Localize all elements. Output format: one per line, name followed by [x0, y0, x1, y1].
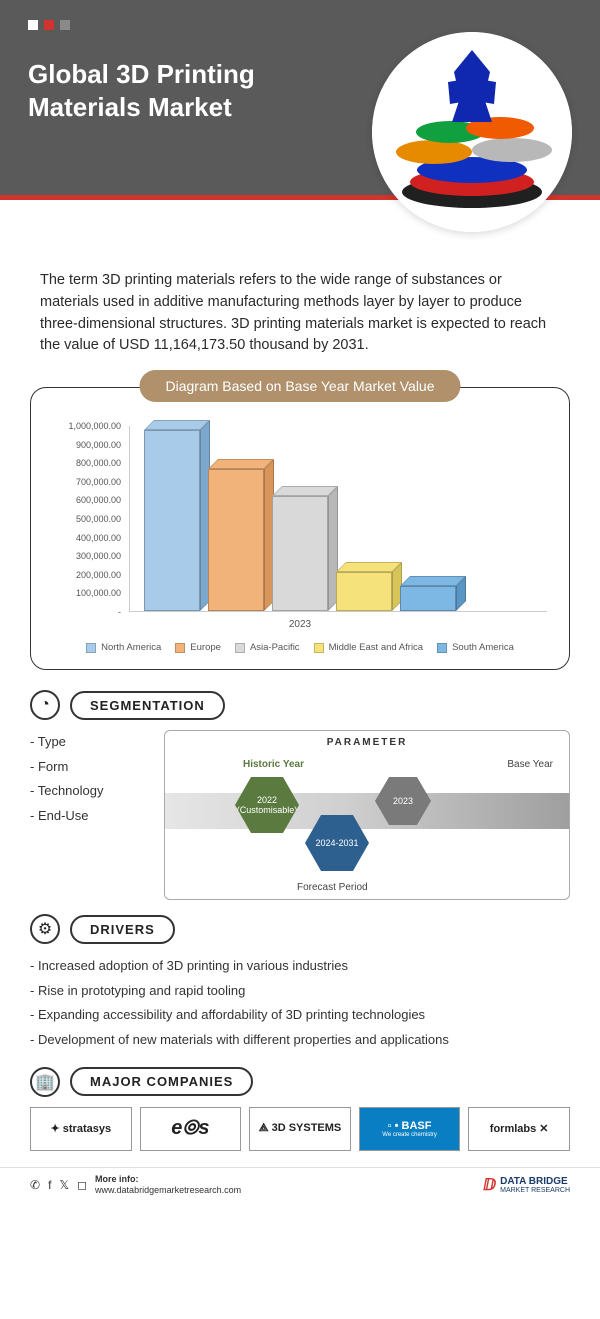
decor-dots [28, 20, 572, 30]
segmentation-section: ◔ SEGMENTATION TypeFormTechnologyEnd-Use… [30, 690, 570, 900]
more-info-label: More info: [95, 1174, 241, 1185]
parameter-historic-label: Historic Year [243, 759, 304, 770]
parameter-band [165, 793, 569, 829]
footer: ✆ f 𝕏 ◻ More info: www.databridgemarketr… [0, 1167, 600, 1214]
legend-label: North America [101, 642, 161, 653]
brand-mark-icon: ⅅ [483, 1175, 496, 1195]
drivers-list: Increased adoption of 3D printing in var… [30, 954, 570, 1053]
chart-y-tick: 100,000.00 [76, 588, 121, 598]
company-logo: formlabs ✕ [468, 1107, 570, 1151]
legend-swatch [86, 643, 96, 653]
legend-swatch [175, 643, 185, 653]
footer-left: ✆ f 𝕏 ◻ More info: www.databridgemarketr… [30, 1174, 241, 1196]
chart-plot [129, 426, 547, 612]
legend-label: South America [452, 642, 514, 653]
chart-y-tick: 600,000.00 [76, 495, 121, 505]
drivers-item: Development of new materials with differ… [30, 1028, 570, 1053]
twitter-icon[interactable]: 𝕏 [59, 1178, 69, 1192]
legend-label: Europe [190, 642, 221, 653]
company-logo: e⦾s [140, 1107, 242, 1151]
intro-paragraph: The term 3D printing materials refers to… [0, 200, 600, 377]
chart-y-tick: 300,000.00 [76, 551, 121, 561]
facebook-icon[interactable]: f [48, 1178, 51, 1192]
companies-badge: MAJOR COMPANIES [70, 1067, 253, 1096]
company-logo: ▫ • BASFWe create chemistry [359, 1107, 461, 1151]
header-banner: Global 3D Printing Materials Market [0, 0, 600, 195]
chart-legend-item: South America [437, 642, 514, 653]
drivers-item: Rise in prototyping and rapid tooling [30, 979, 570, 1004]
dot [28, 20, 38, 30]
legend-swatch [437, 643, 447, 653]
chart-y-tick: 400,000.00 [76, 533, 121, 543]
legend-swatch [314, 643, 324, 653]
segmentation-item: Type [30, 730, 150, 755]
legend-label: Asia-Pacific [250, 642, 300, 653]
segmentation-list: TypeFormTechnologyEnd-Use [30, 730, 150, 900]
company-logo: ⟁ 3D SYSTEMS [249, 1107, 351, 1151]
hero-image [372, 32, 572, 232]
chart-y-tick: - [118, 607, 121, 617]
instagram-icon[interactable]: ◻ [77, 1178, 87, 1192]
chart-legend-item: Asia-Pacific [235, 642, 300, 653]
legend-label: Middle East and Africa [329, 642, 424, 653]
chart-legend-item: Europe [175, 642, 221, 653]
chart-y-tick: 500,000.00 [76, 514, 121, 524]
drivers-item: Increased adoption of 3D printing in var… [30, 954, 570, 979]
segmentation-item: End-Use [30, 804, 150, 829]
chart-legend: North America Europe Asia-Pacific Middle Ea… [47, 642, 553, 653]
brand-name: DATA BRIDGE [500, 1176, 570, 1187]
chart-legend-item: North America [86, 642, 161, 653]
whatsapp-icon[interactable]: ✆ [30, 1178, 40, 1192]
legend-swatch [235, 643, 245, 653]
drivers-item: Expanding accessibility and affordabilit… [30, 1003, 570, 1028]
brand-logo: ⅅ DATA BRIDGE MARKET RESEARCH [483, 1175, 570, 1195]
chart-y-tick: 700,000.00 [76, 477, 121, 487]
chart-x-label: 2023 [289, 619, 311, 630]
parameter-diagram: PARAMETER Historic Year Base Year Foreca… [164, 730, 570, 900]
brand-sub: MARKET RESEARCH [500, 1187, 570, 1194]
dot [44, 20, 54, 30]
company-logo: ✦ stratasys [30, 1107, 132, 1151]
drivers-section: ⚙ DRIVERS Increased adoption of 3D print… [30, 914, 570, 1053]
chart-y-tick: 800,000.00 [76, 458, 121, 468]
more-info-url: www.databridgemarketresearch.com [95, 1185, 241, 1195]
dot [60, 20, 70, 30]
chart-y-tick: 900,000.00 [76, 440, 121, 450]
segmentation-item: Technology [30, 779, 150, 804]
page-title: Global 3D Printing Materials Market [28, 58, 318, 123]
companies-icon: 🏢 [30, 1067, 60, 1097]
segmentation-item: Form [30, 755, 150, 780]
companies-section: 🏢 MAJOR COMPANIES [30, 1067, 570, 1097]
parameter-base-label: Base Year [507, 759, 553, 770]
companies-row: ✦ stratasyse⦾s⟁ 3D SYSTEMS▫ • BASFWe cre… [30, 1107, 570, 1151]
segmentation-icon: ◔ [30, 690, 60, 720]
chart-legend-item: Middle East and Africa [314, 642, 424, 653]
chart-card: Diagram Based on Base Year Market Value … [30, 387, 570, 670]
chart-title: Diagram Based on Base Year Market Value [139, 370, 460, 402]
chart-area: - 100,000.00 200,000.00 300,000.00 400,000.0… [47, 426, 553, 636]
drivers-icon: ⚙ [30, 914, 60, 944]
parameter-forecast-label: Forecast Period [297, 882, 368, 893]
chart-y-axis: -100,000.00200,000.00300,000.00400,000.0… [47, 426, 125, 612]
chart-y-tick: 1,000,000.00 [68, 421, 121, 431]
more-info: More info: www.databridgemarketresearch.… [95, 1174, 241, 1196]
parameter-title: PARAMETER [165, 737, 569, 748]
chart-y-tick: 200,000.00 [76, 570, 121, 580]
drivers-badge: DRIVERS [70, 915, 175, 944]
segmentation-badge: SEGMENTATION [70, 691, 225, 720]
